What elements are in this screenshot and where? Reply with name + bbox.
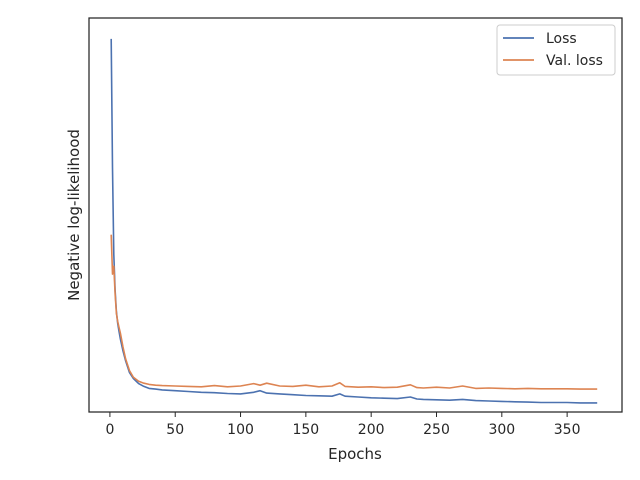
- series-layer: [110, 38, 598, 404]
- x-tick-label: 350: [554, 422, 581, 438]
- plot-frame: [88, 17, 623, 413]
- x-axis-ticks: 0 50 100 150 200 250 300 350: [105, 412, 580, 438]
- legend-label-val-loss: Val. loss: [546, 53, 603, 69]
- legend: Loss Val. loss: [496, 24, 616, 76]
- x-tick-label: 150: [292, 422, 319, 438]
- legend-label-loss: Loss: [546, 31, 577, 47]
- x-tick-label: 0: [105, 422, 114, 438]
- x-tick-label: 50: [166, 422, 184, 438]
- x-tick-label: 250: [423, 422, 450, 438]
- x-tick-label: 300: [488, 422, 515, 438]
- y-axis-label: Negative log-likelihood: [65, 129, 83, 301]
- series-line-val-loss: [110, 234, 598, 390]
- x-tick-label: 200: [358, 422, 385, 438]
- x-tick-label: 100: [227, 422, 254, 438]
- x-axis-label: Epochs: [328, 445, 382, 463]
